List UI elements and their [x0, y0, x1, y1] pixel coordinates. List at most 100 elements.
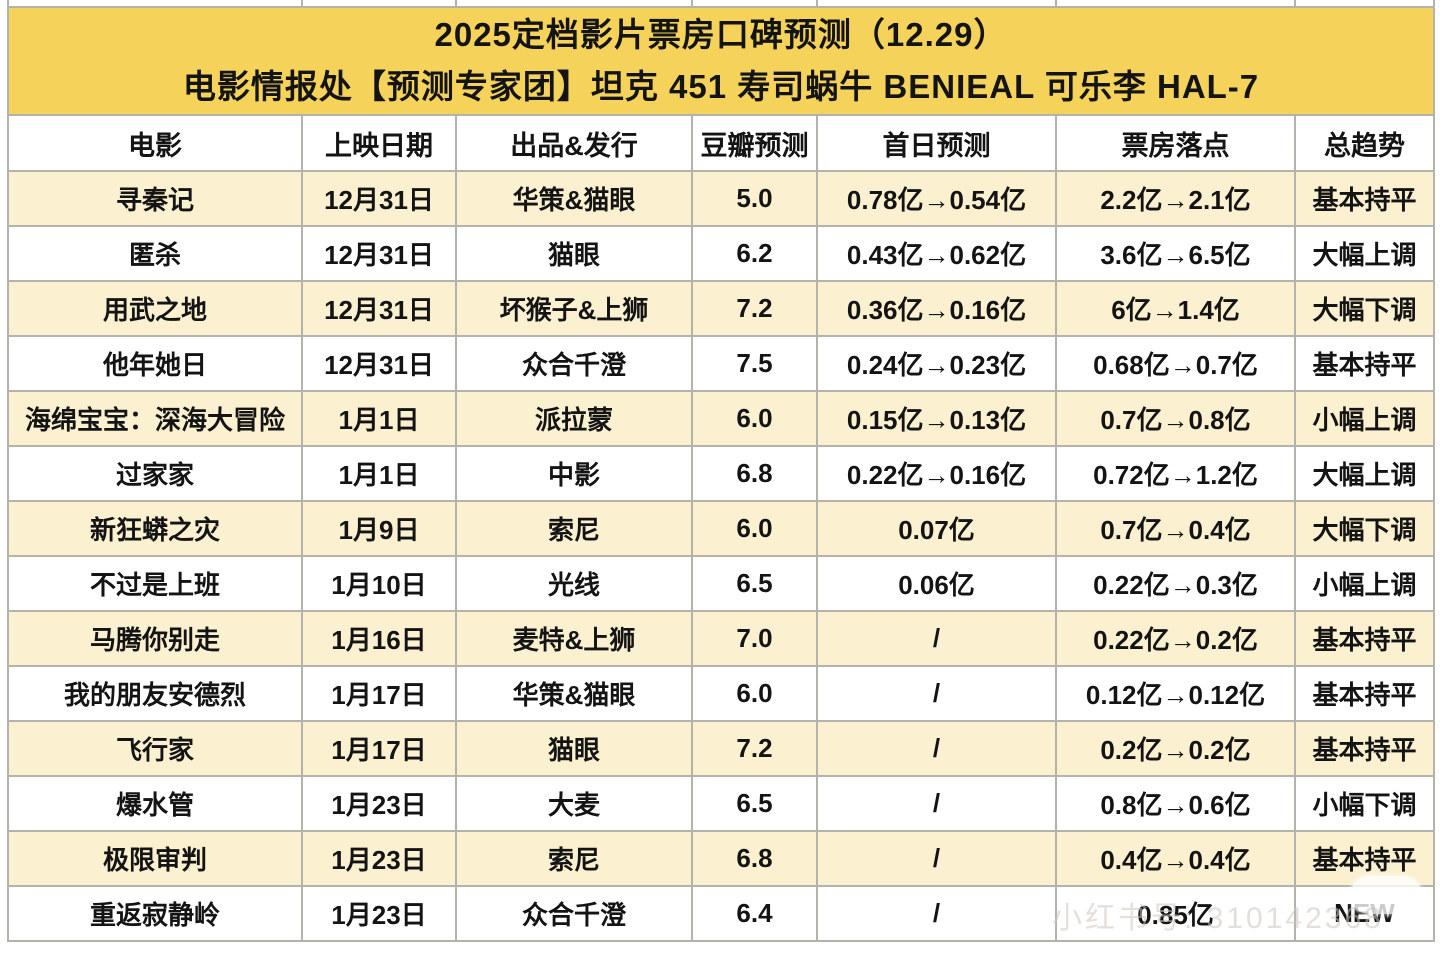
- table-cell: 0.43亿→0.62亿: [816, 225, 1057, 282]
- table-cell: 华策&猫眼: [455, 170, 693, 227]
- table-cell: 0.24亿→0.23亿: [816, 335, 1057, 392]
- box-office-prediction-table: 2025定档影片票房口碑预测（12.29） 电影情报处【预测专家团】坦克 451…: [7, 0, 1435, 942]
- table-row: 我的朋友安德烈 1月17日 华策&猫眼 6.0/0.12亿→0.12亿 基本持平: [7, 665, 1435, 722]
- table-cell: 0.22亿→0.2亿: [1055, 610, 1296, 667]
- table-cell: 1月23日: [301, 775, 457, 832]
- table-cell: /: [816, 830, 1057, 887]
- table-cell: 小幅上调: [1294, 555, 1435, 612]
- column-header-release-date: 上映日期: [301, 114, 457, 172]
- table-cell: 过家家: [7, 445, 303, 502]
- table-subtitle: 电影情报处【预测专家团】坦克 451 寿司蜗牛 BENIEAL 可乐李 HAL-…: [182, 68, 1260, 105]
- table-cell: 1月23日: [301, 885, 457, 942]
- table-cell: 0.7亿→0.4亿: [1055, 500, 1296, 557]
- table-cell: /: [816, 775, 1057, 832]
- table-cell: 1月10日: [301, 555, 457, 612]
- table-cell: 3.6亿→6.5亿: [1055, 225, 1296, 282]
- table-cell: 12月31日: [301, 280, 457, 337]
- table-cell: 他年她日: [7, 335, 303, 392]
- table-cell: 马腾你别走: [7, 610, 303, 667]
- table-cell: 0.2亿→0.2亿: [1055, 720, 1296, 777]
- sliver-cell: [1055, 0, 1296, 8]
- table-cell: 1月9日: [301, 500, 457, 557]
- table-cell: 6.8: [691, 830, 818, 887]
- table-cell: 0.68亿→0.7亿: [1055, 335, 1296, 392]
- table-cell: 大幅上调: [1294, 445, 1435, 502]
- sliver-cell: [1294, 0, 1435, 8]
- table-cell: 匿杀: [7, 225, 303, 282]
- table-title: 2025定档影片票房口碑预测（12.29）: [434, 16, 1008, 53]
- table-cell: 1月17日: [301, 665, 457, 722]
- table-cell: 基本持平: [1294, 720, 1435, 777]
- table-row: 过家家 1月1日 中影 6.8 0.22亿→0.16亿 0.72亿→1.2亿 大幅上调: [7, 445, 1435, 502]
- table-cell: /: [816, 610, 1057, 667]
- table-cell: 小幅上调: [1294, 390, 1435, 447]
- table-row: 他年她日 12月31日 众合千澄 7.5 0.24亿→0.23亿 0.68亿→0.7亿 基本…: [7, 335, 1435, 392]
- table-cell: 0.4亿→0.4亿: [1055, 830, 1296, 887]
- table-cell: /: [816, 665, 1057, 722]
- table-title-cell: 2025定档影片票房口碑预测（12.29） 电影情报处【预测专家团】坦克 451…: [7, 6, 1435, 116]
- table-cell: 光线: [455, 555, 693, 612]
- table-cell: 基本持平: [1294, 610, 1435, 667]
- table-cell: 索尼: [455, 830, 693, 887]
- column-header-overall-trend: 总趋势: [1294, 114, 1435, 172]
- table-cell: /: [816, 885, 1057, 942]
- table-title-row: 2025定档影片票房口碑预测（12.29） 电影情报处【预测专家团】坦克 451…: [7, 6, 1435, 116]
- table-cell: 6.0: [691, 500, 818, 557]
- table-cell: 6.0: [691, 665, 818, 722]
- table-cell: 索尼: [455, 500, 693, 557]
- table-cell: 飞行家: [7, 720, 303, 777]
- table-cell: 不过是上班: [7, 555, 303, 612]
- table-cell: 7.0: [691, 610, 818, 667]
- table-cell: 7.2: [691, 720, 818, 777]
- table-row: 匿杀 12月31日 猫眼 6.2 0.43亿→0.62亿 3.6亿→6.5亿 大幅上调: [7, 225, 1435, 282]
- table-cell: 0.8亿→0.6亿: [1055, 775, 1296, 832]
- table-cell: 基本持平: [1294, 830, 1435, 887]
- table-cell: 7.5: [691, 335, 818, 392]
- table-cell: 1月17日: [301, 720, 457, 777]
- table-cell: 大幅下调: [1294, 280, 1435, 337]
- table-cell: 5.0: [691, 170, 818, 227]
- table-cell: 12月31日: [301, 225, 457, 282]
- table-cell: 众合千澄: [455, 335, 693, 392]
- table-cell: 2.2亿→2.1亿: [1055, 170, 1296, 227]
- table-cell: 众合千澄: [455, 885, 693, 942]
- table-cell: 6.0: [691, 390, 818, 447]
- table-cell: 基本持平: [1294, 665, 1435, 722]
- column-header-producer-distributor: 出品&发行: [455, 114, 693, 172]
- table-cell: 小幅下调: [1294, 775, 1435, 832]
- column-header-first-day-prediction: 首日预测: [816, 114, 1057, 172]
- table-row: 马腾你别走 1月16日 麦特&上狮 7.0/0.22亿→0.2亿 基本持平: [7, 610, 1435, 667]
- sliver-cell: [691, 0, 818, 8]
- table-cell: 0.06亿: [816, 555, 1057, 612]
- table-cell: 0.36亿→0.16亿: [816, 280, 1057, 337]
- column-header-movie: 电影: [7, 114, 303, 172]
- table-row: 极限审判 1月23日 索尼 6.8/0.4亿→0.4亿 基本持平: [7, 830, 1435, 887]
- table-cell: 猫眼: [455, 225, 693, 282]
- table-cell: 基本持平: [1294, 335, 1435, 392]
- table-row: 不过是上班 1月10日 光线 6.5 0.06亿 0.22亿→0.3亿 小幅上调: [7, 555, 1435, 612]
- table-cell: 0.78亿→0.54亿: [816, 170, 1057, 227]
- table-column-header-row: 电影 上映日期 出品&发行 豆瓣预测 首日预测 票房落点 总趋势: [7, 114, 1435, 172]
- table-cell: 猫眼: [455, 720, 693, 777]
- table-cell: 麦特&上狮: [455, 610, 693, 667]
- table-cell: 大幅上调: [1294, 225, 1435, 282]
- table-cell: 1月23日: [301, 830, 457, 887]
- table-cell: 用武之地: [7, 280, 303, 337]
- table-cell: 6.5: [691, 555, 818, 612]
- table-cell: /: [816, 720, 1057, 777]
- table-row: 爆水管 1月23日 大麦 6.5/0.8亿→0.6亿 小幅下调: [7, 775, 1435, 832]
- table-cell: 中影: [455, 445, 693, 502]
- table-cell: 0.12亿→0.12亿: [1055, 665, 1296, 722]
- table-body: 寻秦记 12月31日 华策&猫眼 5.0 0.78亿→0.54亿 2.2亿→2.1亿 基本持…: [7, 170, 1435, 942]
- table-cell: NEW: [1294, 885, 1435, 942]
- table-row: 用武之地 12月31日 坏猴子&上狮 7.2 0.36亿→0.16亿 6亿→1.4亿 大幅下…: [7, 280, 1435, 337]
- table-cell: 大幅下调: [1294, 500, 1435, 557]
- table-cell: 1月1日: [301, 390, 457, 447]
- table-cell: 华策&猫眼: [455, 665, 693, 722]
- table-cell: 1月16日: [301, 610, 457, 667]
- table-cell: 海绵宝宝：深海大冒险: [7, 390, 303, 447]
- sliver-cell: [816, 0, 1057, 8]
- table-cell: 6.5: [691, 775, 818, 832]
- table-cell: 极限审判: [7, 830, 303, 887]
- table-row: 海绵宝宝：深海大冒险 1月1日 派拉蒙 6.0 0.15亿→0.13亿 0.7亿→0.8亿…: [7, 390, 1435, 447]
